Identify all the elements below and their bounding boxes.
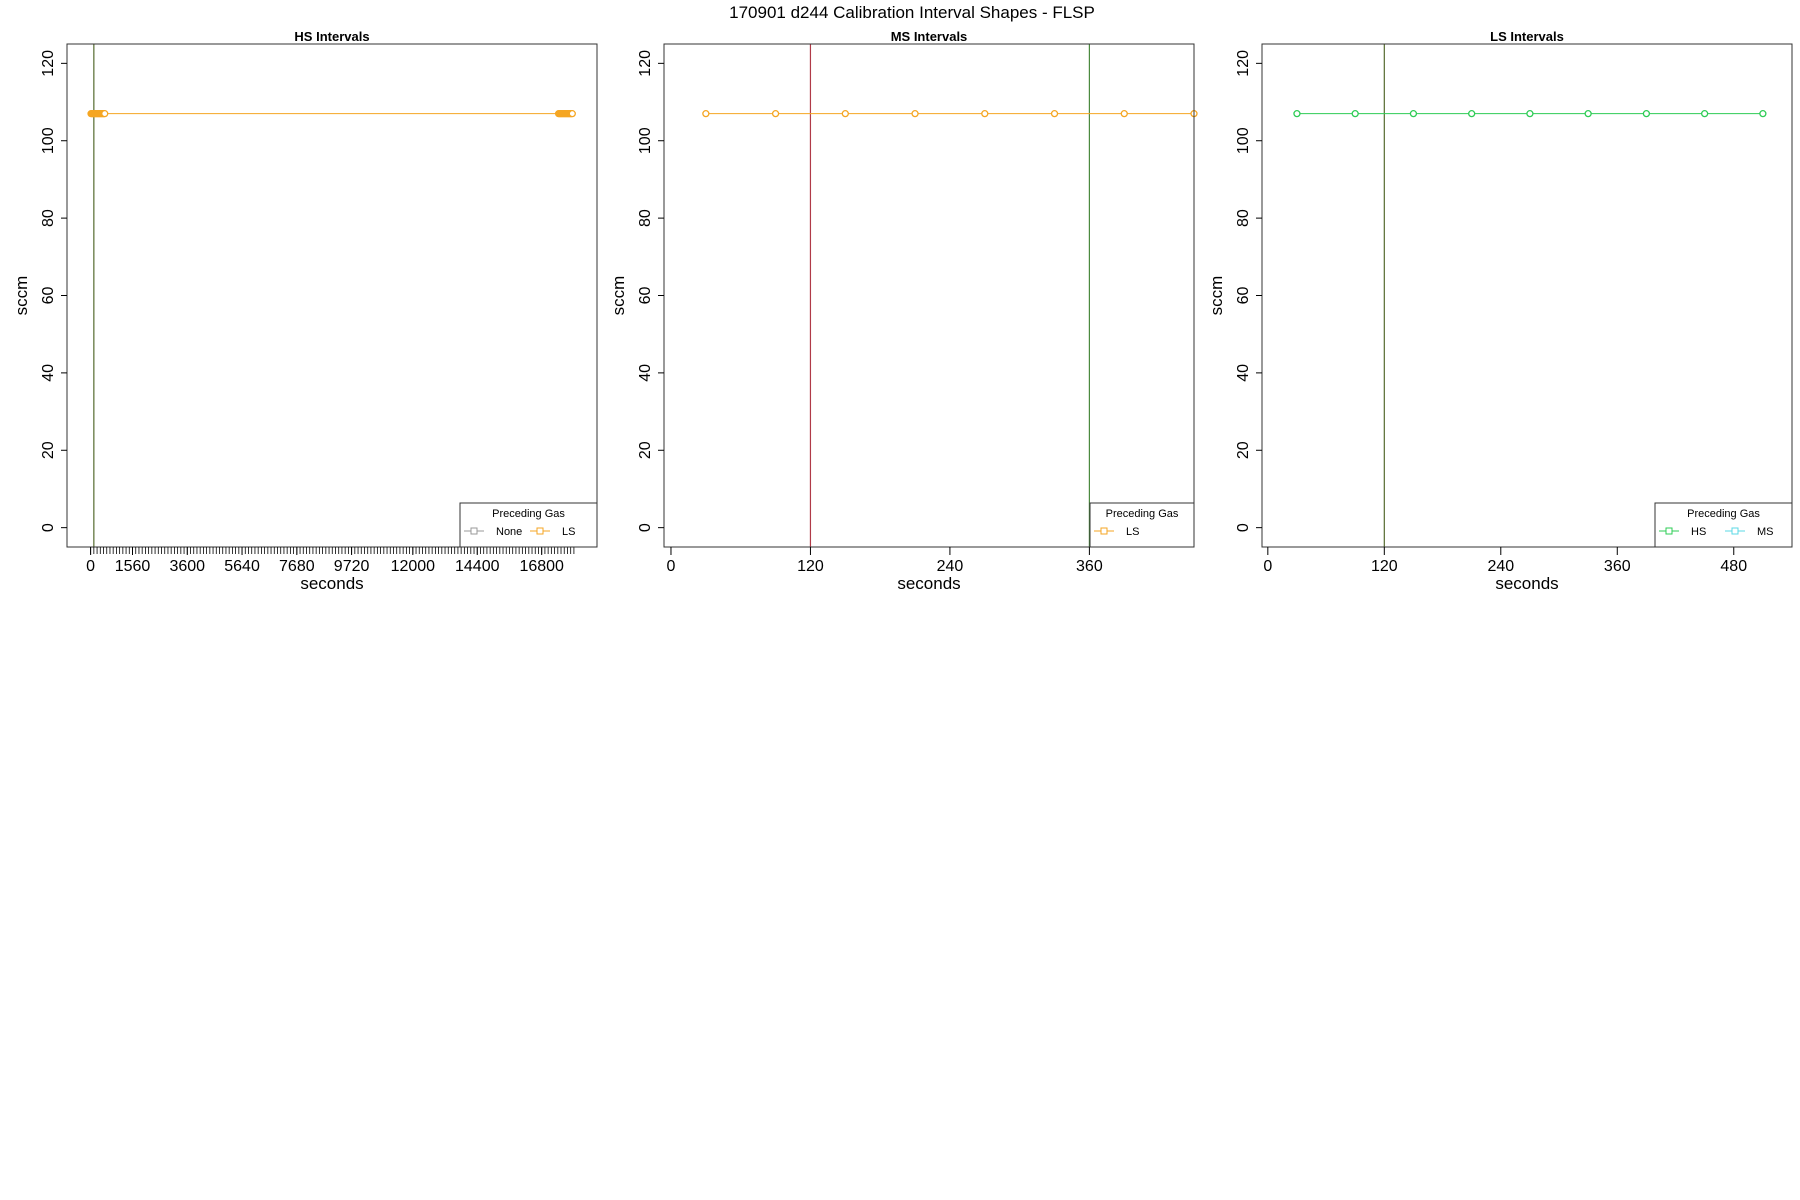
y-tick-label: 60 — [40, 287, 57, 305]
panel-title: LS Intervals — [1490, 29, 1564, 44]
legend-box — [1654, 502, 1793, 548]
y-tick-label: 60 — [1235, 287, 1252, 305]
data-point — [1468, 109, 1476, 118]
x-tick-label: 14400 — [455, 558, 500, 575]
y-axis-label: sccm — [1207, 276, 1226, 316]
legend-title: Preceding Gas — [1106, 508, 1179, 520]
x-tick-label: 360 — [1076, 558, 1103, 575]
legend-box — [1089, 502, 1195, 548]
y-tick-label: 40 — [637, 364, 654, 382]
y-axis-label: sccm — [12, 276, 31, 316]
data-point — [841, 109, 849, 118]
x-tick-label: 16800 — [519, 558, 564, 575]
y-tick-label: 120 — [40, 50, 57, 77]
y-tick-label: 0 — [637, 523, 654, 532]
data-point — [1120, 109, 1128, 118]
y-tick-label: 80 — [637, 209, 654, 227]
legend-marker-MS — [1731, 527, 1739, 535]
x-tick-label: 240 — [1487, 558, 1514, 575]
data-point — [771, 109, 780, 118]
x-tick-label: 1560 — [115, 558, 151, 575]
y-tick-label: 0 — [40, 523, 57, 532]
legend-title: Preceding Gas — [1687, 508, 1760, 520]
y-tick-label: 100 — [637, 127, 654, 154]
x-tick-label: 360 — [1604, 558, 1631, 575]
data-point — [101, 109, 109, 118]
data-point — [1409, 109, 1418, 118]
panel-3: LS Intervals 0 20 40 60 80 100 120 sccm 0 120 240 36… — [1207, 29, 1793, 593]
y-tick-label: 120 — [637, 50, 654, 77]
data-point — [1759, 109, 1767, 118]
y-axis-label: sccm — [609, 276, 628, 316]
x-tick-label: 0 — [667, 558, 676, 575]
legend-label-MS: MS — [1757, 526, 1774, 538]
y-tick-label: 100 — [40, 127, 57, 154]
legend-label-None: None — [496, 526, 522, 538]
data-point — [1351, 109, 1359, 118]
legend-label-HS: HS — [1691, 526, 1706, 538]
data-point — [568, 109, 576, 118]
y-tick-label: 40 — [1235, 364, 1252, 382]
data-point — [1584, 109, 1592, 118]
data-point — [1050, 109, 1059, 118]
x-axis-label: seconds — [300, 574, 363, 593]
x-tick-label: 240 — [937, 558, 964, 575]
x-tick-label: 120 — [1371, 558, 1398, 575]
legend: Preceding Gas HS MS — [1654, 502, 1793, 548]
panel-title: HS Intervals — [294, 29, 369, 44]
x-tick-label: 480 — [1720, 558, 1747, 575]
x-axis-label: seconds — [1495, 574, 1558, 593]
data-point — [911, 109, 919, 118]
panel-1: HS Intervals 0 20 40 60 80 100 120 sccm 0 1560 3600… — [12, 29, 598, 593]
legend: Preceding Gas None LS — [459, 502, 598, 548]
x-tick-label: 120 — [797, 558, 824, 575]
legend-marker-LS — [1100, 527, 1108, 535]
y-tick-label: 60 — [637, 287, 654, 305]
x-tick-label: 0 — [86, 558, 95, 575]
y-tick-label: 80 — [1235, 209, 1252, 227]
y-tick-label: 20 — [40, 441, 57, 459]
x-tick-label: 0 — [1263, 558, 1272, 575]
y-tick-label: 20 — [1235, 441, 1252, 459]
x-tick-label: 9720 — [334, 558, 370, 575]
data-point — [1642, 109, 1651, 118]
y-tick-label: 120 — [1235, 50, 1252, 77]
x-axis-label: seconds — [897, 574, 960, 593]
y-tick-label: 0 — [1235, 523, 1252, 532]
legend-marker-LS — [536, 527, 544, 535]
panel-2: MS Intervals 0 20 40 60 80 100 120 sccm 0 120 240 36… — [609, 29, 1198, 593]
data-point — [981, 109, 989, 118]
legend-box — [459, 502, 598, 548]
legend-marker-HS — [1665, 527, 1673, 535]
legend-title: Preceding Gas — [492, 508, 565, 520]
y-tick-label: 100 — [1235, 127, 1252, 154]
panel-title: MS Intervals — [891, 29, 968, 44]
legend-marker-None — [470, 527, 478, 535]
legend-label-LS: LS — [562, 526, 575, 538]
x-tick-label: 5640 — [224, 558, 260, 575]
legend: Preceding Gas LS — [1089, 502, 1195, 548]
y-tick-label: 40 — [40, 364, 57, 382]
data-point — [1700, 109, 1709, 118]
data-point — [1293, 109, 1301, 118]
y-tick-label: 20 — [637, 441, 654, 459]
data-point — [1526, 109, 1534, 118]
legend-label-LS: LS — [1126, 526, 1139, 538]
y-tick-label: 80 — [40, 209, 57, 227]
x-tick-label: 12000 — [391, 558, 436, 575]
figure-title: 170901 d244 Calibration Interval Shapes … — [729, 3, 1095, 22]
x-tick-label: 3600 — [169, 558, 205, 575]
x-tick-label: 7680 — [279, 558, 315, 575]
data-point — [702, 109, 710, 118]
